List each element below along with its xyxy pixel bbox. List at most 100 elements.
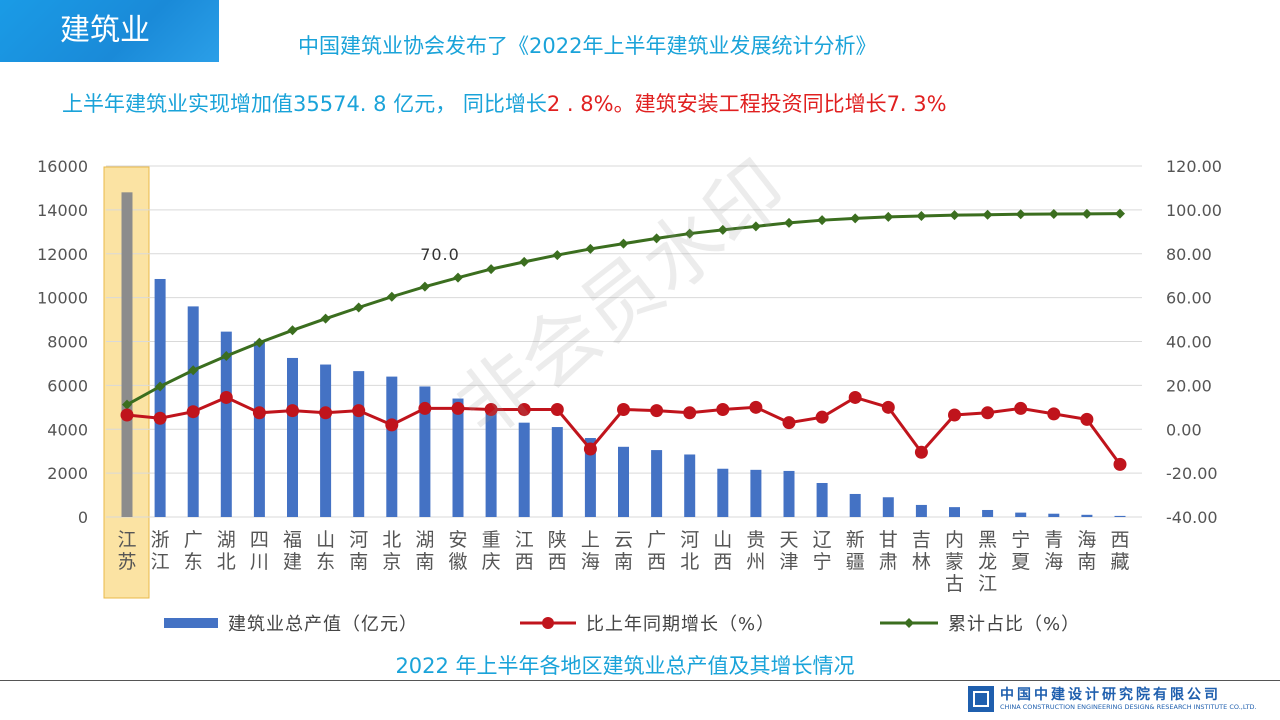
- category-char: 西: [1110, 529, 1129, 551]
- growth-point: [252, 406, 266, 420]
- category-char: 湖: [217, 529, 236, 551]
- legend-growth-swatch: [520, 617, 576, 629]
- bar-河南: [353, 371, 365, 517]
- company-name-en: CHINA CONSTRUCTION ENGINEERING DESIGN& R…: [1000, 703, 1257, 711]
- category-label: 安徽: [448, 529, 467, 573]
- category-char: 肃: [879, 551, 898, 573]
- left-tick-label: 6000: [47, 376, 88, 395]
- category-char: 夏: [1011, 551, 1030, 573]
- category-char: 河: [349, 529, 368, 551]
- growth-point: [1113, 457, 1127, 471]
- right-tick-label: 0.00: [1166, 420, 1202, 439]
- growth-point: [914, 445, 928, 459]
- cumulative-point: [916, 211, 927, 222]
- category-label: 河南: [349, 529, 368, 573]
- growth-point: [286, 404, 299, 418]
- cumulative-point: [982, 209, 993, 220]
- cumulative-point: [883, 211, 894, 222]
- left-tick-label: 10000: [37, 289, 88, 308]
- category-char: 北: [217, 551, 236, 573]
- category-char: 津: [779, 551, 798, 573]
- summary-part-1: 上半年建筑业实现增加值35574. 8 亿元， 同比增长: [62, 92, 547, 116]
- cumulative-point: [320, 313, 331, 324]
- category-char: 甘: [879, 529, 898, 551]
- left-tick-label: 14000: [37, 201, 88, 220]
- cumulative-point: [1048, 209, 1059, 220]
- category-char: 苏: [117, 551, 136, 573]
- category-char: 西: [548, 551, 567, 573]
- cumulative-point: [1081, 208, 1092, 219]
- category-char: 宁: [1011, 529, 1030, 551]
- legend-label-output: 建筑业总产值（亿元）: [228, 614, 418, 635]
- cumulative-point: [618, 238, 629, 249]
- legend-item-cumulative: 累计占比（%）: [880, 610, 1080, 636]
- bar-黑龙江: [982, 509, 994, 517]
- category-char: 江: [978, 573, 997, 595]
- legend-label-growth: 比上年同期增长（%）: [586, 614, 776, 635]
- category-label: 宁夏: [1011, 529, 1030, 573]
- cumulative-point: [552, 250, 563, 261]
- header-title: 中国建筑业协会发布了《2022年上半年建筑业发展统计分析》: [298, 34, 877, 58]
- bar-福建: [287, 357, 298, 517]
- category-char: 江: [151, 551, 170, 573]
- right-tick-label: 20.00: [1166, 376, 1212, 395]
- category-char: 天: [779, 529, 798, 551]
- category-char: 浙: [151, 529, 170, 551]
- section-badge: 建筑业: [0, 0, 219, 62]
- category-char: 四: [250, 529, 269, 551]
- bar-上海: [584, 438, 596, 517]
- category-char: 广: [647, 529, 666, 551]
- cumulative-point: [353, 302, 364, 313]
- summary-part-2: 2 . 8%。建筑安装工程投资同比增长7. 3%: [546, 92, 947, 116]
- growth-point: [948, 408, 961, 422]
- category-label: 上海: [581, 529, 600, 573]
- cumulative-point: [486, 264, 497, 275]
- legend-label-cumulative: 累计占比（%）: [948, 614, 1081, 635]
- legend-cumulative-swatch: [880, 618, 938, 628]
- category-label: 福建: [283, 529, 302, 573]
- category-char: 西: [647, 551, 666, 573]
- category-char: 庆: [482, 551, 501, 573]
- chart-caption: 2022 年上半年各地区建筑业总产值及其增长情况: [395, 654, 855, 678]
- bar-吉林: [915, 504, 927, 517]
- bar-内蒙古: [949, 507, 960, 517]
- growth-point: [1047, 407, 1061, 421]
- cumulative-point: [1115, 208, 1125, 219]
- category-label: 内蒙古: [945, 529, 964, 595]
- cumulative-point: [254, 337, 265, 348]
- company-logo-icon: [968, 686, 994, 712]
- right-tick-label: 100.00: [1166, 201, 1222, 220]
- bar-贵州: [750, 469, 762, 517]
- category-char: 徽: [448, 551, 467, 573]
- cumulative-point: [850, 213, 861, 224]
- left-tick-label: 0: [78, 508, 88, 527]
- category-char: 建: [283, 551, 302, 573]
- right-tick-label: 40.00: [1166, 333, 1212, 352]
- growth-point: [650, 404, 664, 418]
- growth-point: [120, 408, 134, 422]
- left-tick-label: 12000: [37, 245, 88, 264]
- growth-point: [517, 403, 531, 417]
- cumulative-point: [519, 256, 530, 267]
- cumulative-point: [784, 217, 794, 228]
- cumulative-point: [750, 221, 761, 232]
- growth-point: [749, 400, 763, 414]
- category-label: 贵州: [746, 529, 765, 573]
- category-char: 贵: [746, 529, 765, 551]
- category-char: 新: [846, 529, 865, 551]
- category-label: 浙江: [151, 529, 170, 573]
- summary-text: 上半年建筑业实现增加值35574. 8 亿元， 同比增长2 . 8%。建筑安装工…: [62, 88, 947, 118]
- growth-point: [484, 403, 498, 417]
- category-char: 上: [581, 529, 600, 551]
- category-char: 湖: [415, 529, 434, 551]
- category-char: 山: [713, 529, 732, 551]
- left-tick-label: 8000: [47, 333, 88, 352]
- bar-辽宁: [816, 482, 828, 517]
- category-char: 蒙: [945, 551, 964, 573]
- growth-point: [881, 400, 895, 414]
- category-char: 辽: [813, 529, 832, 551]
- bar-河北: [684, 454, 696, 517]
- cumulative-point: [817, 215, 828, 226]
- cumulative-point: [949, 210, 960, 221]
- bar-广西: [651, 450, 663, 517]
